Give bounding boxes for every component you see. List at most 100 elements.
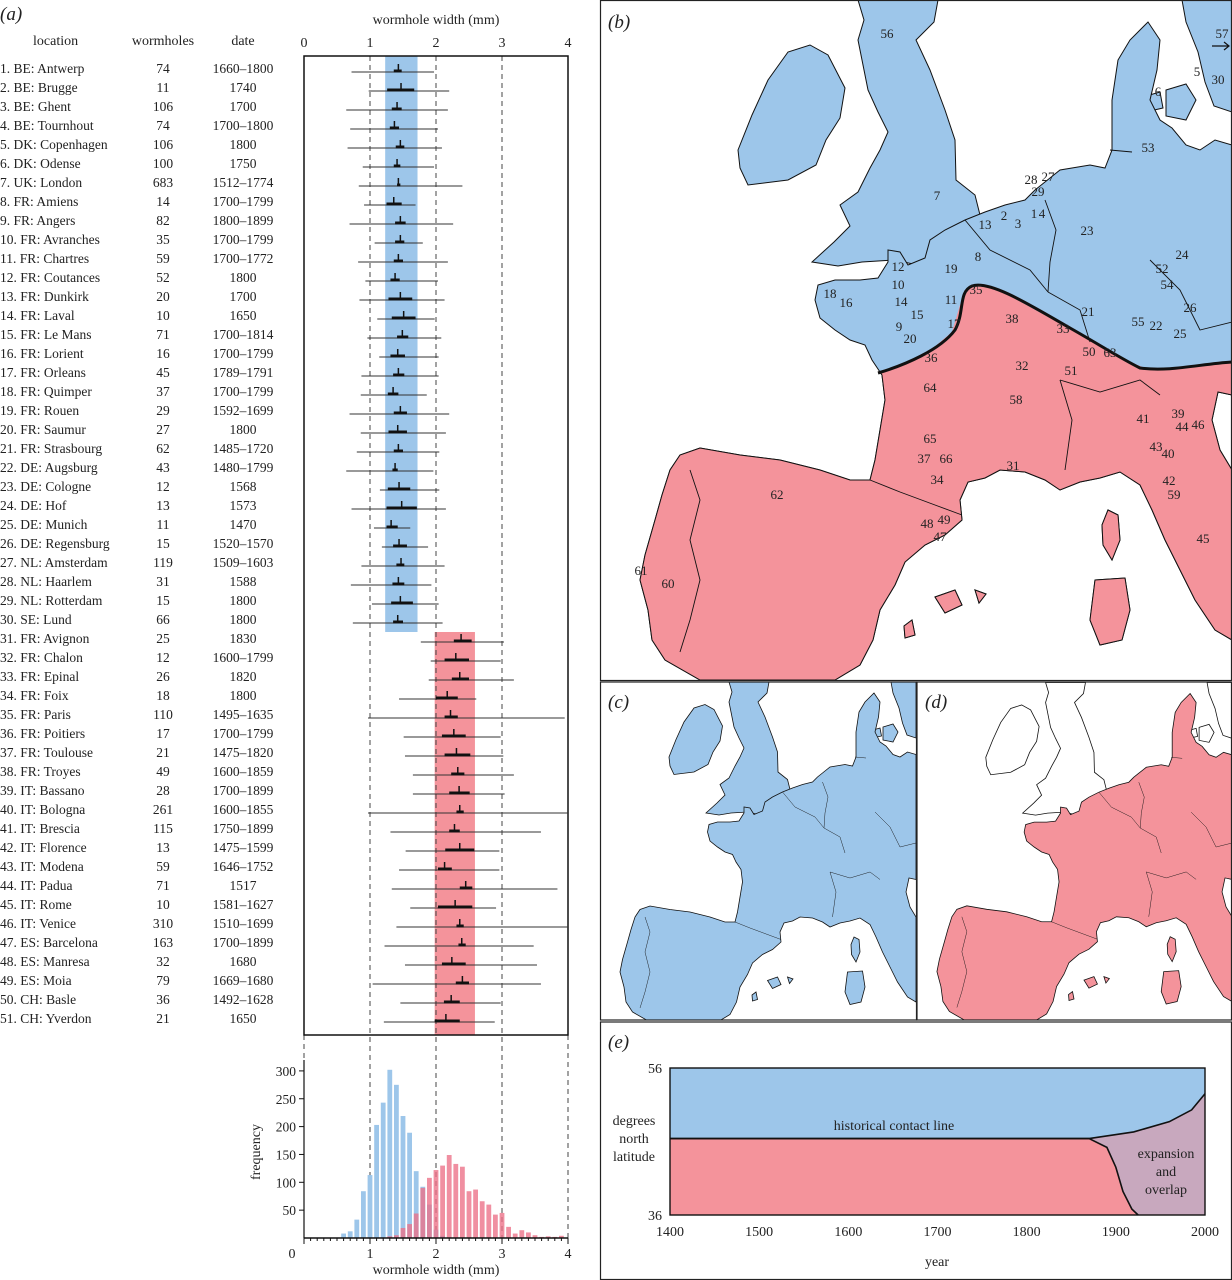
panel-label-e: (e): [608, 1032, 629, 1053]
site-label: 60: [662, 576, 675, 591]
date-range: 1700–1800: [213, 118, 274, 133]
date-range: 1800: [230, 422, 257, 437]
table-row: 43. IT: Modena 59 1646–1752: [0, 859, 273, 874]
site-label: 61: [635, 563, 648, 578]
table-row: 1. BE: Antwerp 74 1660–1800: [0, 61, 274, 76]
site-label: 26: [1184, 300, 1198, 315]
panel-label-d: (d): [925, 692, 947, 713]
location-name: 6. DK: Odense: [0, 156, 81, 171]
location-name: 42. IT: Florence: [0, 840, 87, 855]
timeline-chart: 1400 1500 1600 1700 1800 1900 2000 36 56 degrees n…: [613, 1062, 1219, 1240]
site-label: 7: [934, 188, 941, 203]
panel-d-map: (d): [916, 681, 1232, 1021]
wormhole-count: 12: [156, 479, 170, 494]
site-label: 35: [970, 282, 983, 297]
timeline-xlabel: year: [925, 1255, 949, 1270]
location-name: 10. FR: Avranches: [0, 232, 100, 247]
forest-row: [368, 83, 450, 92]
table-row: 49. ES: Moia 79 1669–1680: [0, 973, 274, 988]
table-row: 6. DK: Odense 100 1750: [0, 156, 257, 171]
wormhole-count: 11: [157, 517, 170, 532]
table-row: 34. FR: Foix 18 1800: [0, 688, 257, 703]
forest-row: [367, 330, 442, 339]
table-row: 42. IT: Florence 13 1475–1599: [0, 840, 274, 855]
location-name: 30. SE: Lund: [0, 612, 72, 627]
wormhole-count: 26: [156, 669, 170, 684]
table-row: 13. FR: Dunkirk 20 1700: [0, 289, 257, 304]
date-range: 1581–1627: [213, 897, 274, 912]
table-row: 50. CH: Basle 36 1492–1628: [0, 992, 274, 1007]
date-range: 1700–1814: [213, 327, 274, 342]
table-row: 35. FR: Paris 110 1495–1635: [0, 707, 274, 722]
forest-row: [379, 349, 439, 358]
location-name: 51. CH: Yverdon: [0, 1011, 92, 1026]
hist-bar-blue: [407, 1132, 412, 1238]
x-tick-label: 1800: [1013, 1225, 1041, 1240]
site-label: 59: [1168, 487, 1181, 502]
location-name: 33. FR: Epinal: [0, 669, 79, 684]
table-row: 39. IT: Bassano 28 1700–1899: [0, 783, 274, 798]
wormhole-count: 21: [156, 1011, 170, 1026]
x-tick-label: 3: [499, 1247, 506, 1262]
table-row: 8. FR: Amiens 14 1700–1799: [0, 194, 274, 209]
forest-axis-title: wormhole width (mm): [373, 13, 500, 28]
site-label: 28: [1025, 172, 1038, 187]
forest-row: [364, 197, 416, 206]
table-row: 27. NL: Amsterdam 119 1509–1603: [0, 555, 274, 570]
date-range: 1750: [230, 156, 257, 171]
site-label: 44: [1176, 419, 1190, 434]
wormhole-count: 13: [156, 498, 170, 513]
site-label: 27: [1042, 169, 1056, 184]
hist-bar-blue: [347, 1231, 353, 1238]
date-range: 1600–1855: [213, 802, 274, 817]
table-row: 11. FR: Chartres 59 1700–1772: [0, 251, 273, 266]
table-row: 10. FR: Avranches 35 1700–1799: [0, 232, 274, 247]
location-name: 21. FR: Strasbourg: [0, 441, 102, 456]
location-name: 41. IT: Brescia: [0, 821, 80, 836]
date-range: 1700–1799: [213, 346, 274, 361]
site-label: 55: [1132, 314, 1145, 329]
location-name: 2. BE: Brugge: [0, 80, 78, 95]
forest-row: [412, 767, 514, 776]
date-range: 1573: [230, 498, 257, 513]
forest-row: [371, 596, 439, 605]
date-range: 1800: [230, 688, 257, 703]
date-range: 1475–1599: [213, 840, 274, 855]
date-range: 1512–1774: [213, 175, 274, 190]
date-range: 1592–1699: [213, 403, 274, 418]
forest-row: [390, 824, 541, 833]
hist-bar-red: [479, 1201, 485, 1238]
site-label: 15: [911, 307, 924, 322]
date-range: 1568: [230, 479, 257, 494]
location-name: 49. ES: Moia: [0, 973, 72, 988]
wormhole-count: 27: [156, 422, 170, 437]
date-range: 1517: [230, 878, 257, 893]
forest-row: [360, 387, 427, 396]
location-name: 25. DE: Munich: [0, 517, 88, 532]
location-name: 3. BE: Ghent: [0, 99, 71, 114]
site-label: 56: [881, 26, 895, 41]
location-name: 39. IT: Bassano: [0, 783, 85, 798]
annotation-overlap: expansion and overlap: [1138, 1147, 1195, 1198]
band-red: [434, 632, 475, 1035]
table-row: 26. DE: Regensburg 15 1520–1570: [0, 536, 274, 551]
timeline-frame: [669, 1067, 1206, 1216]
location-name: 15. FR: Le Mans: [0, 327, 92, 342]
location-name: 47. ES: Barcelona: [0, 935, 98, 950]
wormhole-count: 18: [156, 688, 170, 703]
forest-frame: [303, 55, 569, 1036]
location-name: 50. CH: Basle: [0, 992, 76, 1007]
hist-bar-red: [427, 1177, 432, 1238]
table-row: 18. FR: Quimper 37 1700–1799: [0, 384, 274, 399]
hist-bar-red: [453, 1163, 459, 1238]
location-name: 24. DE: Hof: [0, 498, 67, 513]
wormhole-count: 16: [156, 346, 170, 361]
wormhole-count: 35: [156, 232, 170, 247]
date-range: 1700–1799: [213, 194, 274, 209]
hist-bar-red: [512, 1233, 518, 1238]
table-row: 36. FR: Poitiers 17 1700–1799: [0, 726, 274, 741]
date-range: 1830: [230, 631, 257, 646]
forest-x-ticks: 0 1 2 3 4: [301, 36, 572, 51]
